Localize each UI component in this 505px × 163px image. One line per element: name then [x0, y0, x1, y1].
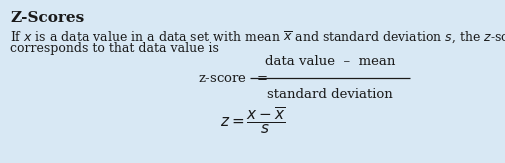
Text: $z = \dfrac{x - \overline{x}}{s}$: $z = \dfrac{x - \overline{x}}{s}$	[220, 106, 285, 136]
Text: Z-Scores: Z-Scores	[10, 11, 84, 25]
Text: standard deviation: standard deviation	[267, 88, 392, 101]
Text: data value  –  mean: data value – mean	[264, 55, 394, 68]
Text: z-score  $=$: z-score $=$	[197, 72, 268, 84]
Text: corresponds to that data value is: corresponds to that data value is	[10, 42, 219, 55]
Text: If $x$ is a data value in a data set with mean $\overline{x}$ and standard devia: If $x$ is a data value in a data set wit…	[10, 29, 505, 44]
